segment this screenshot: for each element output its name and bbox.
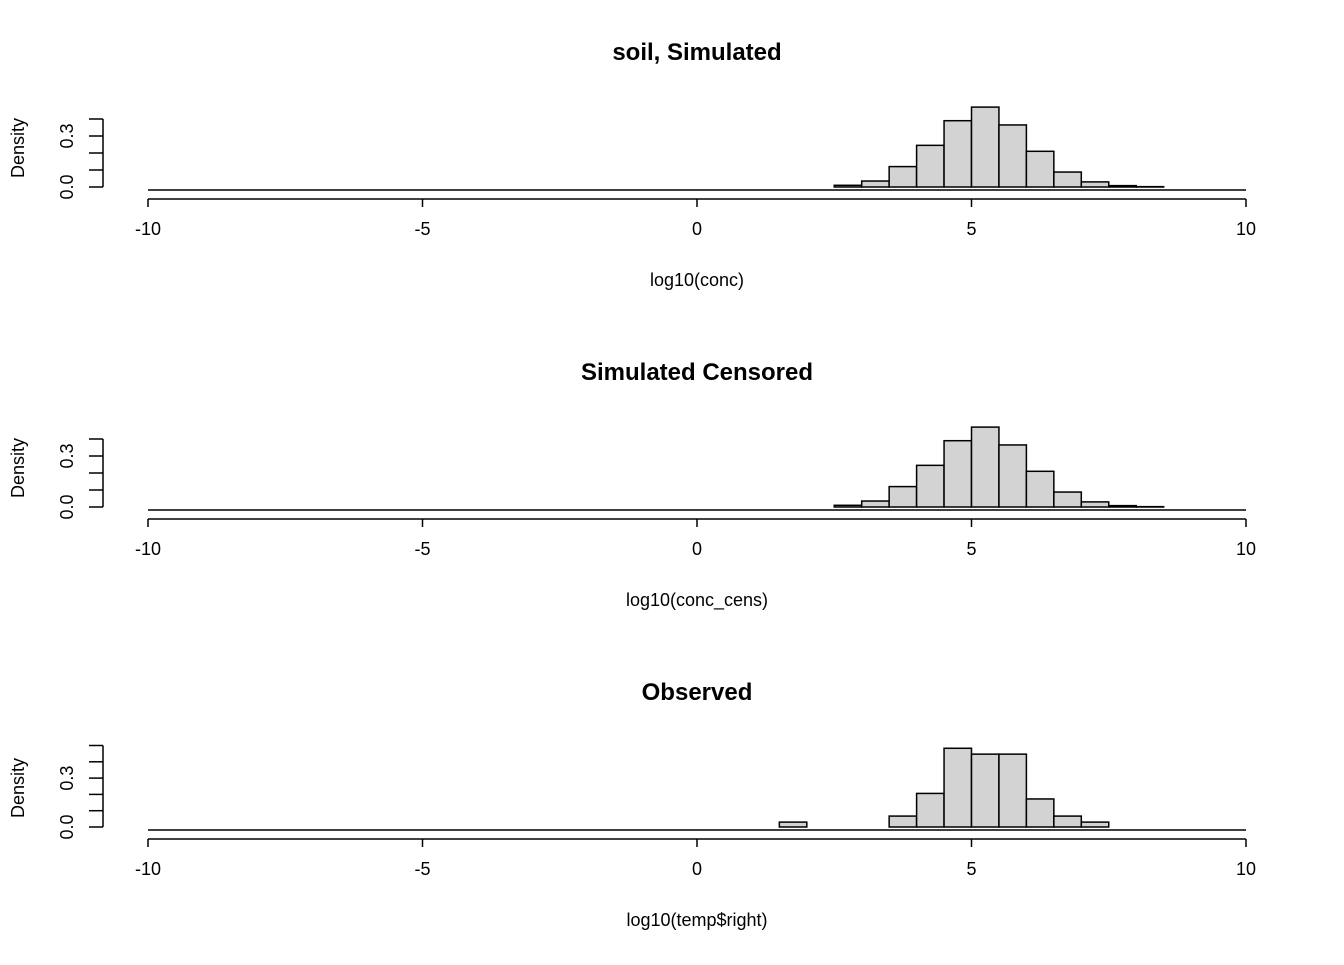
- x-tick-label: 0: [692, 859, 702, 879]
- x-tick-label: 5: [966, 539, 976, 559]
- x-tick-label: -5: [414, 219, 430, 239]
- x-tick-label: 0: [692, 539, 702, 559]
- y-tick-label: 0.0: [57, 814, 77, 839]
- histogram-bar: [917, 793, 944, 827]
- histogram-bar: [999, 125, 1026, 187]
- histogram-bar: [1081, 502, 1108, 507]
- y-tick-label: 0.3: [57, 123, 77, 148]
- histogram-bar: [1054, 172, 1081, 187]
- histogram-bar: [889, 816, 916, 827]
- x-tick-label: -5: [414, 539, 430, 559]
- histogram-bar: [862, 181, 889, 187]
- y-axis-label: Density: [8, 758, 28, 818]
- histogram-bar: [972, 107, 999, 187]
- histogram-bar: [917, 145, 944, 187]
- histogram-bar: [1026, 471, 1053, 507]
- x-tick-label: 10: [1236, 219, 1256, 239]
- histogram-bar: [889, 167, 916, 187]
- panel-title: soil, Simulated: [612, 39, 781, 66]
- panel-observed: Observed log10(temp$right) Density -10 -5…: [8, 679, 1256, 930]
- y-tick-label: 0.3: [57, 443, 77, 468]
- x-tick-label: -10: [135, 219, 161, 239]
- x-tick-label: -10: [135, 859, 161, 879]
- y-axis-label: Density: [8, 438, 28, 498]
- panel-title: Simulated Censored: [581, 359, 813, 386]
- histogram-bar: [999, 754, 1026, 827]
- histogram-bar: [944, 748, 971, 827]
- histogram-bar: [1081, 182, 1108, 187]
- y-axis-label: Density: [8, 118, 28, 178]
- histogram-bar: [1054, 816, 1081, 827]
- histogram-bar: [972, 427, 999, 507]
- panel-soil-simulated: soil, Simulated log10(conc) Density -10 -…: [8, 39, 1256, 290]
- histogram-bar: [1054, 492, 1081, 507]
- y-tick-label: 0.0: [57, 494, 77, 519]
- histogram-bar: [999, 445, 1026, 507]
- x-tick-label: 10: [1236, 539, 1256, 559]
- histogram-bar: [1081, 822, 1108, 827]
- histogram-bar: [834, 505, 861, 507]
- y-tick-label: 0.0: [57, 174, 77, 199]
- x-tick-label: -5: [414, 859, 430, 879]
- y-tick-label: 0.3: [57, 766, 77, 791]
- panel-simulated-censored: Simulated Censored log10(conc_cens) Dens…: [8, 359, 1256, 611]
- x-axis-label: log10(conc_cens): [626, 590, 768, 611]
- histogram-bar: [1109, 186, 1136, 187]
- x-axis-label: log10(temp$right): [626, 910, 767, 930]
- x-tick-label: 0: [692, 219, 702, 239]
- x-tick-label: 10: [1236, 859, 1256, 879]
- histogram-bar: [1109, 506, 1136, 507]
- histogram-bar: [944, 441, 971, 507]
- histogram-bar: [834, 185, 861, 187]
- histogram-bar: [944, 121, 971, 187]
- histogram-bar: [972, 754, 999, 827]
- histogram-bar: [862, 501, 889, 507]
- x-tick-label: 5: [966, 859, 976, 879]
- histogram-bar: [1026, 151, 1053, 187]
- x-axis-label: log10(conc): [650, 270, 744, 290]
- histogram-bar: [917, 465, 944, 507]
- histogram-bar: [889, 487, 916, 507]
- histogram-bar: [779, 822, 806, 827]
- histogram-bar: [1026, 799, 1053, 827]
- panel-title: Observed: [642, 679, 753, 706]
- x-tick-label: 5: [966, 219, 976, 239]
- x-tick-label: -10: [135, 539, 161, 559]
